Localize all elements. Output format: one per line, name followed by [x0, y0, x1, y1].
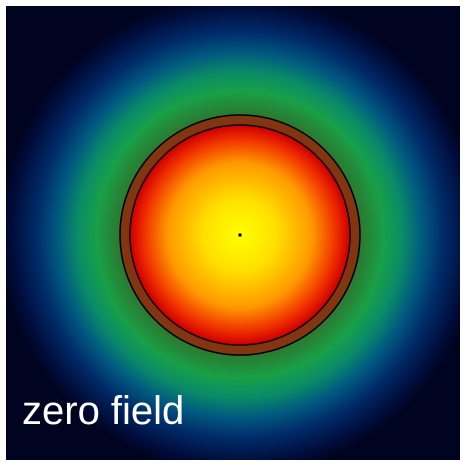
label: zero field [22, 389, 184, 433]
field-plot: zero field [0, 0, 466, 465]
center-dot [239, 234, 242, 237]
